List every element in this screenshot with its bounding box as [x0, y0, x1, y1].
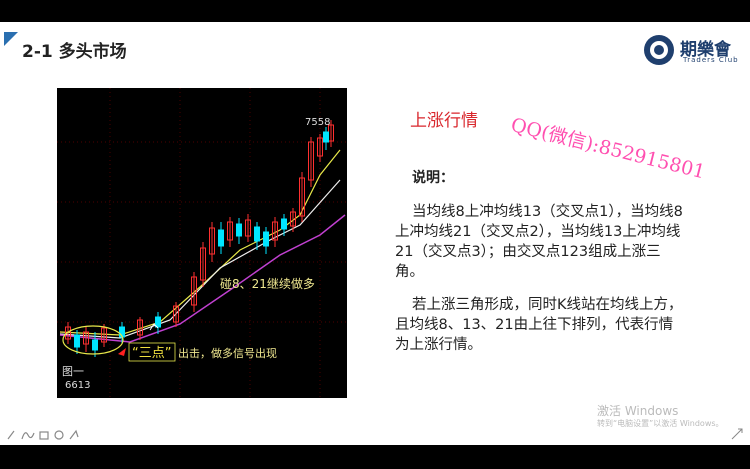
figure-caption: 图一 [62, 365, 84, 378]
paragraph: 当均线8上冲均线13（交叉点1），当均线8上冲均线21（交叉点2），当均线13上… [395, 204, 683, 280]
activation-hint: 转到“电脑设置”以激活 Windows。 [597, 419, 724, 428]
slide-graphics: 7558 6613 图一 碰8、21继续做多 “三点” 出击，做多信号出现 [4, 32, 674, 398]
low-label: 6613 [65, 380, 90, 391]
high-label: 7558 [305, 117, 330, 128]
draw-tool[interactable] [21, 432, 35, 440]
activation-title: 激活 Windows [597, 404, 679, 418]
paragraph: 若上涨三角形成，同时K线站在均线上方，且均线8、13、21由上往下排列，代表行情… [395, 297, 683, 353]
toolbar[interactable] [4, 427, 94, 443]
fullscreen-button[interactable] [730, 427, 744, 441]
note-label: 说明： [412, 170, 454, 186]
signal-text: 出击，做多信号出现 [178, 346, 277, 360]
title-marker [4, 32, 18, 46]
logo-name: 期樂會 [680, 40, 731, 60]
slide: 7558 6613 图一 碰8、21继续做多 “三点” 出击，做多信号出现 2-… [0, 22, 750, 445]
eraser-tool[interactable] [39, 431, 49, 440]
logo-icon [644, 35, 674, 65]
pointer-tool[interactable] [54, 430, 64, 440]
arrow-tool[interactable] [69, 429, 79, 440]
signal-quote: “三点” [132, 346, 171, 361]
chart-image: 7558 6613 图一 碰8、21继续做多 “三点” 出击，做多信号出现 [57, 88, 347, 398]
slide-title: 2-1 多头市场 [22, 42, 127, 62]
pen-tool[interactable] [7, 430, 15, 440]
logo-subtitle: Traders Club [683, 56, 739, 64]
content-heading: 上涨行情 [410, 111, 478, 131]
chart-annotation: 碰8、21继续做多 [220, 276, 315, 291]
